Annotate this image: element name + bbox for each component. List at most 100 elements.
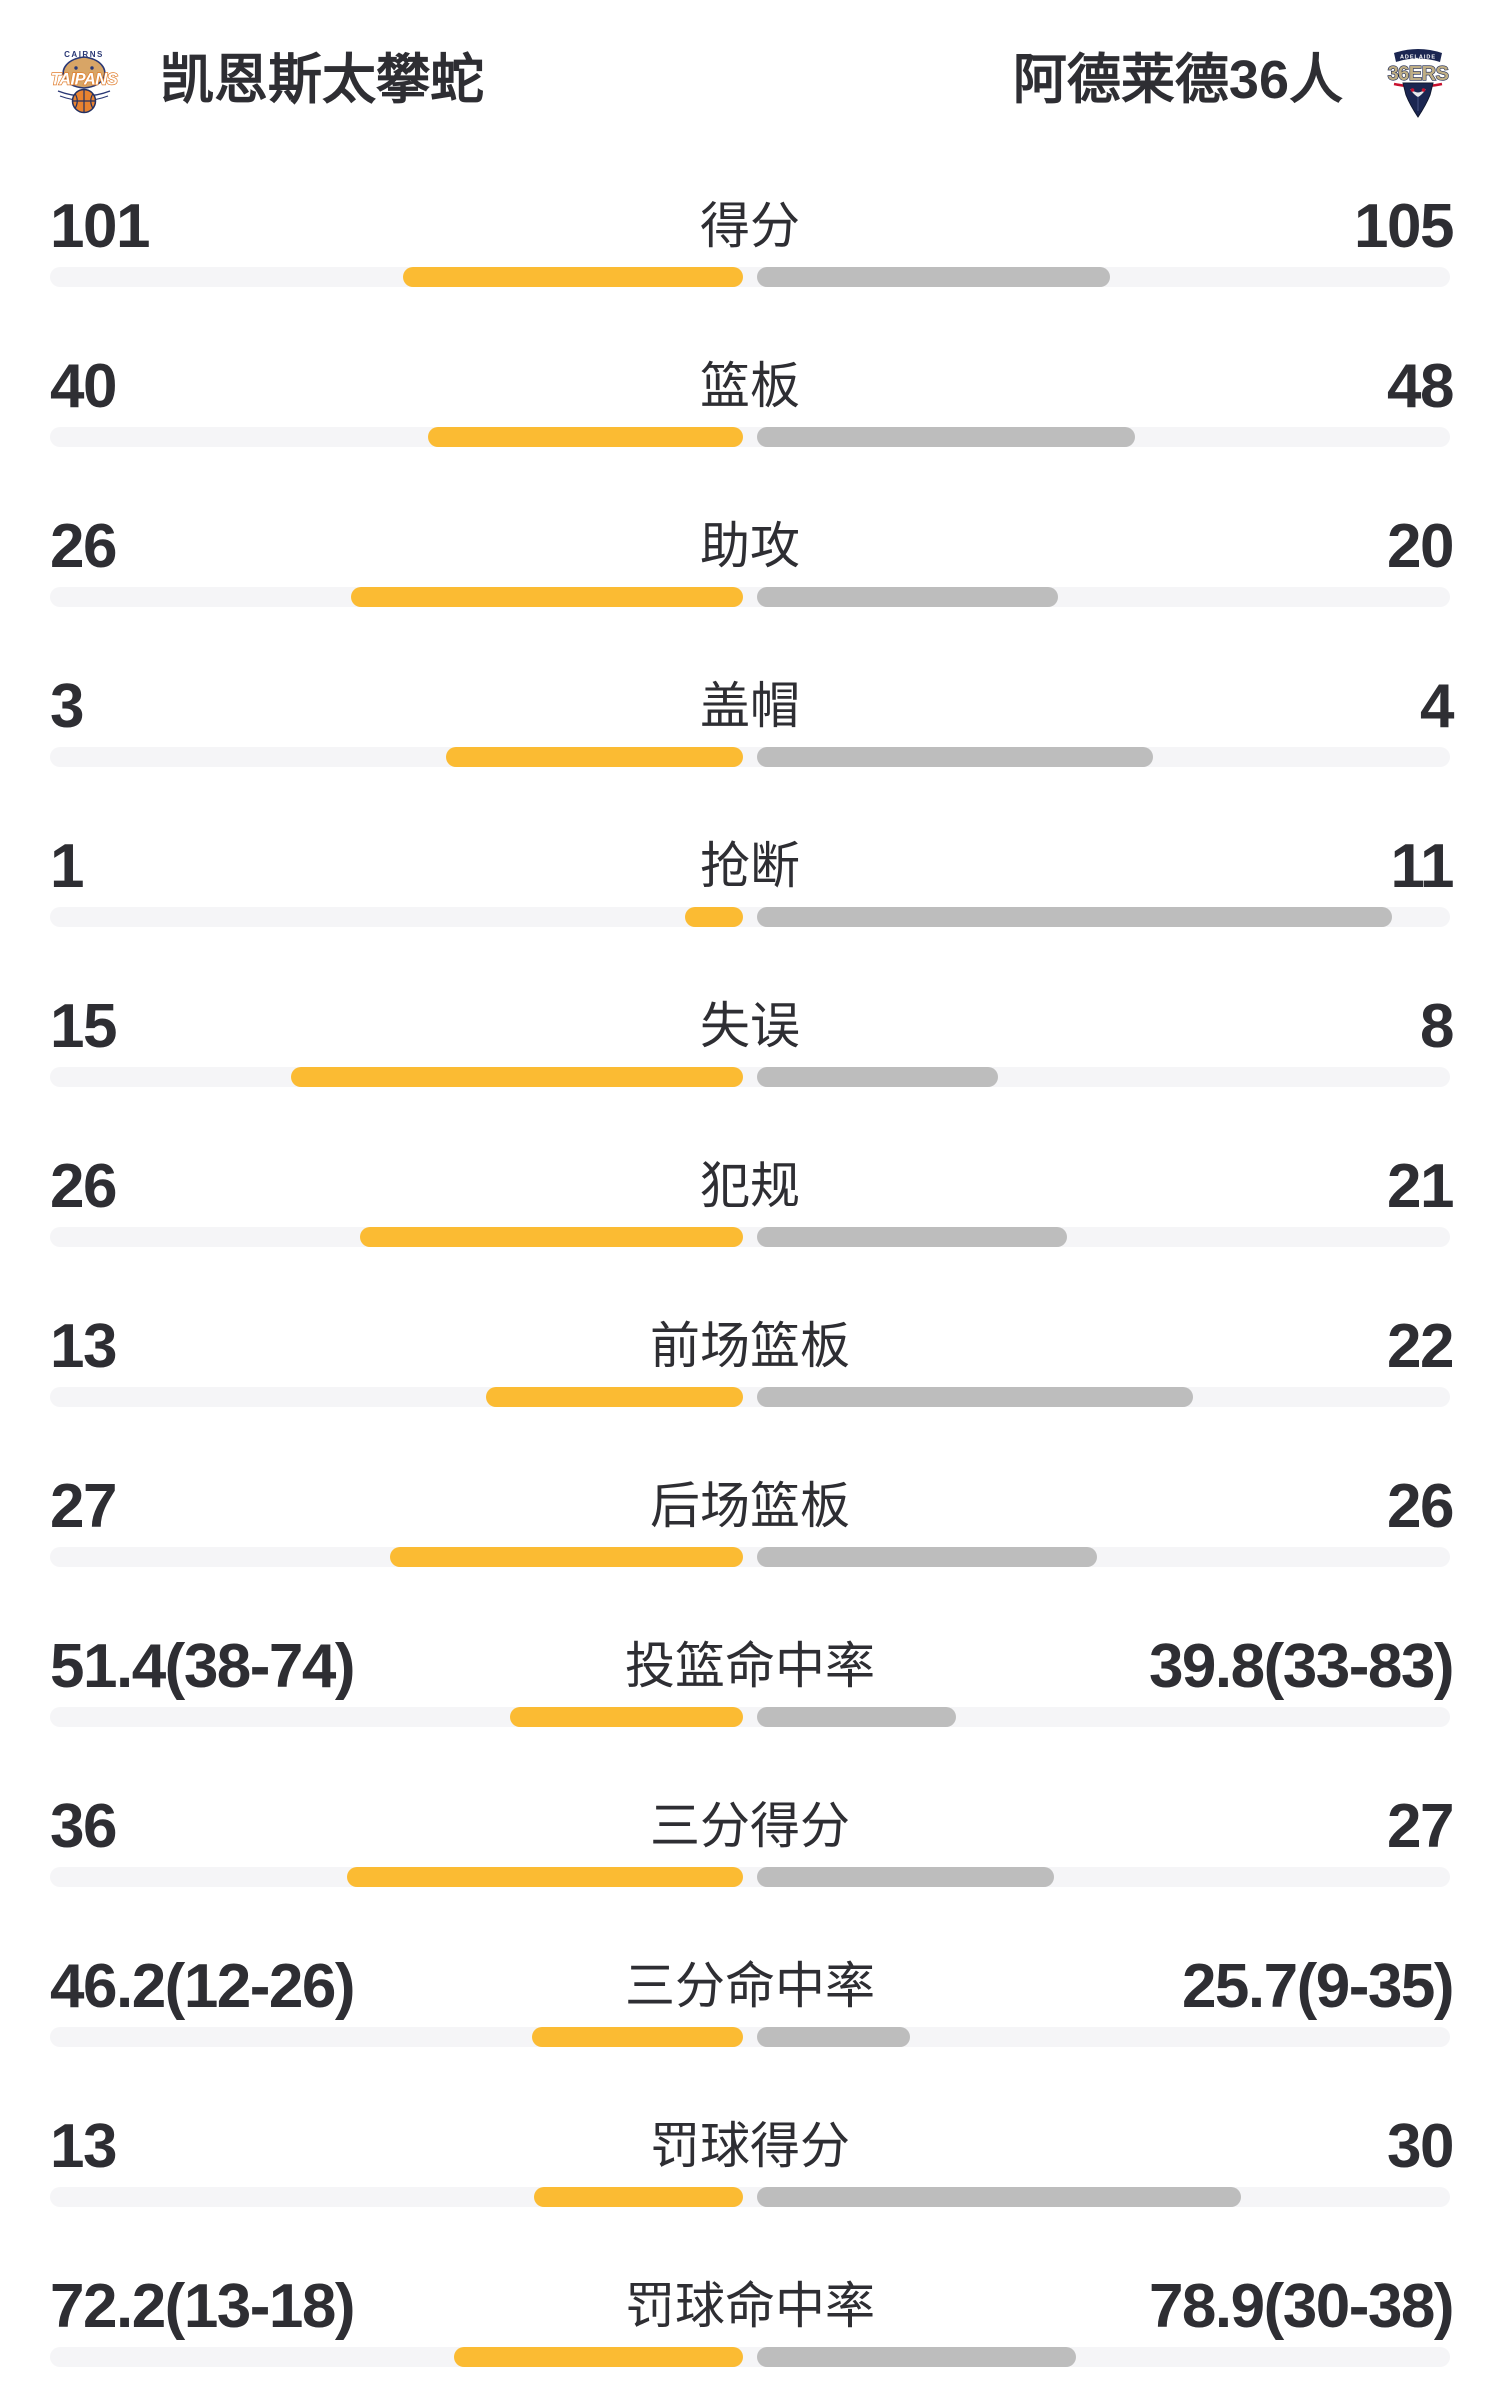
away-value: 21 — [1387, 1152, 1454, 1221]
svg-text:ADELAIDE: ADELAIDE — [1400, 55, 1436, 61]
svg-text:36ERS: 36ERS — [1388, 63, 1449, 85]
away-bar — [757, 2187, 1241, 2207]
home-value: 3 — [50, 672, 84, 741]
home-value: 46.2(12-26) — [50, 1952, 356, 2021]
home-value: 13 — [50, 1312, 117, 1381]
stat-label: 犯规 — [700, 1158, 800, 1214]
bar-track — [50, 1067, 1450, 1087]
stats-list: 101 得分 105 40 篮板 48 26 助攻 20 3 盖帽 4 — [0, 140, 1500, 2380]
home-value: 13 — [50, 2112, 117, 2181]
bar-track — [50, 1387, 1450, 1407]
stat-row: 13 前场篮板 22 — [0, 1260, 1500, 1420]
home-bar — [454, 2347, 743, 2367]
stat-row: 13 罚球得分 30 — [0, 2060, 1500, 2220]
stat-row: 36 三分得分 27 — [0, 1740, 1500, 1900]
away-value: 22 — [1387, 1312, 1454, 1381]
away-value: 48 — [1387, 352, 1454, 421]
home-value: 36 — [50, 1792, 117, 1861]
home-bar — [446, 747, 743, 767]
stat-row: 72.2(13-18) 罚球命中率 78.9(30-38) — [0, 2220, 1500, 2380]
bar-track — [50, 747, 1450, 767]
bar-track — [50, 1867, 1450, 1887]
home-bar — [486, 1387, 743, 1407]
stat-row: 27 后场篮板 26 — [0, 1420, 1500, 1580]
stat-label: 罚球命中率 — [625, 2278, 875, 2334]
bar-track — [50, 587, 1450, 607]
home-bar — [347, 1867, 743, 1887]
away-bar — [757, 2347, 1076, 2367]
bar-track — [50, 427, 1450, 447]
away-bar — [757, 747, 1153, 767]
svg-text:TAIPANS: TAIPANS — [51, 71, 118, 89]
stat-label: 后场篮板 — [650, 1478, 850, 1534]
home-bar — [360, 1227, 743, 1247]
stat-label: 三分得分 — [650, 1798, 850, 1854]
away-bar — [757, 587, 1058, 607]
home-bar — [685, 907, 743, 927]
stat-row: 46.2(12-26) 三分命中率 25.7(9-35) — [0, 1900, 1500, 2060]
home-value: 27 — [50, 1472, 117, 1541]
stat-label: 投篮命中率 — [625, 1638, 875, 1694]
home-bar — [428, 427, 743, 447]
home-bar — [532, 2027, 743, 2047]
away-value: 8 — [1420, 992, 1454, 1061]
stat-row: 51.4(38-74) 投篮命中率 39.8(33-83) — [0, 1580, 1500, 1740]
home-team-header[interactable]: CAIRNS TAIPANS 凯恩斯太攀蛇 — [46, 40, 484, 120]
stat-row: 26 犯规 21 — [0, 1100, 1500, 1260]
away-value: 30 — [1387, 2112, 1454, 2181]
away-bar — [757, 2027, 910, 2047]
home-bar — [534, 2187, 743, 2207]
away-value: 78.9(30-38) — [1148, 2272, 1455, 2341]
stat-label: 失误 — [700, 998, 800, 1054]
stat-label: 得分 — [700, 198, 800, 254]
home-bar — [403, 267, 743, 287]
home-value: 101 — [50, 192, 150, 261]
adelaide-36ers-logo-icon: ADELAIDE 36ERS — [1387, 49, 1450, 118]
home-value: 1 — [50, 832, 84, 901]
stat-row: 26 助攻 20 — [0, 460, 1500, 620]
away-bar — [757, 1707, 956, 1727]
home-value: 51.4(38-74) — [50, 1632, 356, 1701]
stat-row: 1 抢断 11 — [0, 780, 1500, 940]
stat-label: 篮板 — [700, 358, 800, 414]
away-bar — [757, 1867, 1054, 1887]
away-value: 20 — [1387, 512, 1454, 581]
bar-track — [50, 267, 1450, 287]
stat-label: 前场篮板 — [650, 1318, 850, 1374]
home-bar — [510, 1707, 743, 1727]
stat-label: 三分命中率 — [625, 1958, 875, 2014]
bar-track — [50, 2187, 1450, 2207]
home-value: 26 — [50, 1152, 117, 1221]
home-bar — [291, 1067, 743, 1087]
home-value: 26 — [50, 512, 117, 581]
stat-label: 助攻 — [700, 518, 800, 574]
away-value: 39.8(33-83) — [1148, 1632, 1455, 1701]
home-value: 40 — [50, 352, 117, 421]
away-team-header[interactable]: 阿德莱德36人 ADELAIDE 36ERS — [1013, 40, 1455, 120]
away-value: 27 — [1387, 1792, 1454, 1861]
stat-label: 抢断 — [700, 838, 800, 894]
bar-track — [50, 1547, 1450, 1567]
bar-track — [50, 2347, 1450, 2367]
stat-row: 15 失误 8 — [0, 940, 1500, 1100]
bar-track — [50, 2027, 1450, 2047]
stat-row: 3 盖帽 4 — [0, 620, 1500, 780]
bar-track — [50, 907, 1450, 927]
away-value: 105 — [1354, 192, 1454, 261]
home-team-name: 凯恩斯太攀蛇 — [160, 50, 484, 110]
away-bar — [757, 1547, 1097, 1567]
away-bar — [757, 1387, 1193, 1407]
svg-text:CAIRNS: CAIRNS — [64, 50, 104, 59]
away-bar — [757, 1067, 998, 1087]
away-bar — [757, 427, 1135, 447]
away-team-name: 阿德莱德36人 — [1012, 50, 1343, 110]
away-value: 25.7(9-35) — [1181, 1952, 1455, 2021]
stat-label: 盖帽 — [700, 678, 800, 734]
bar-track — [50, 1227, 1450, 1247]
away-bar — [757, 267, 1110, 287]
home-bar — [351, 587, 743, 607]
bar-track — [50, 1707, 1450, 1727]
home-value: 72.2(13-18) — [50, 2272, 356, 2341]
away-bar — [757, 1227, 1067, 1247]
away-value: 26 — [1387, 1472, 1454, 1541]
